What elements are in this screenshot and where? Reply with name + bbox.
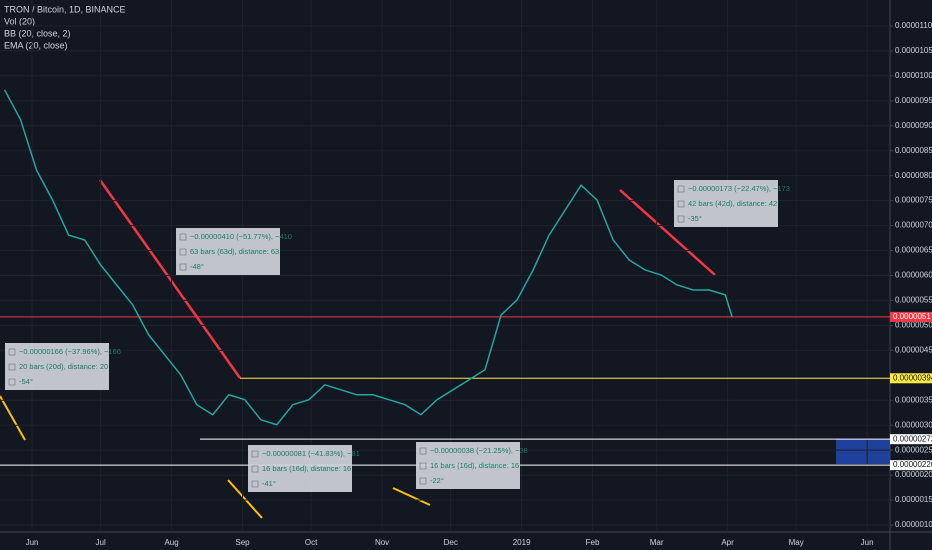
measure-icon xyxy=(179,233,187,241)
measure-text: -48° xyxy=(190,262,204,271)
measure-icon xyxy=(677,215,685,223)
level-label: 0.00000394 xyxy=(893,373,932,382)
y-tick-label: 0.00001100 xyxy=(895,21,932,30)
trend-line xyxy=(98,179,242,379)
measure-text: −0.00000038 (−21.25%), −38 xyxy=(430,446,528,455)
level-label: 0.00000220 xyxy=(893,460,932,469)
measure-icon xyxy=(8,363,16,371)
measure-text: -35° xyxy=(688,214,702,223)
level-tag xyxy=(890,311,932,322)
x-tick-label: May xyxy=(789,538,804,547)
measure-text: −0.00000166 (−37.96%), −166 xyxy=(19,347,121,356)
measure-box xyxy=(5,343,109,390)
measure-icon xyxy=(419,477,427,485)
price-line xyxy=(3,89,733,426)
level-tag xyxy=(890,434,932,445)
measure-text: 16 bars (16d), distance: 16 xyxy=(430,461,519,470)
measure-box xyxy=(176,228,280,275)
measure-icon xyxy=(419,447,427,455)
measure-text: 16 bars (16d), distance: 16 xyxy=(262,464,351,473)
measure-box xyxy=(674,180,778,227)
indicator: BB (20, close, 2) xyxy=(4,28,71,38)
measure-box xyxy=(248,445,352,492)
x-tick-label: Jun xyxy=(861,538,874,547)
measure-line xyxy=(227,479,263,519)
measure-text: −0.00000173 (−22.47%), −173 xyxy=(688,184,790,193)
measure-icon xyxy=(677,185,685,193)
chart-title: TRON / Bitcoin, 1D, BINANCE xyxy=(4,4,126,14)
measure-text: −0.00000081 (−41.83%), −81 xyxy=(262,449,360,458)
measure-icon xyxy=(179,248,187,256)
measure-text: -54° xyxy=(19,377,33,386)
x-tick-label: Feb xyxy=(586,538,600,547)
level-tag xyxy=(890,373,932,384)
x-tick-label: Nov xyxy=(375,538,389,547)
indicator: EMA (20, close) xyxy=(4,40,68,50)
indicator: Vol (20) xyxy=(4,16,35,26)
level-label: 0.00000517 xyxy=(893,312,932,321)
measure-icon xyxy=(8,378,16,386)
x-tick-label: Jun xyxy=(26,538,39,547)
measure-text: 42 bars (42d), distance: 42 xyxy=(688,199,777,208)
measure-line xyxy=(0,395,26,441)
x-tick-label: Sep xyxy=(235,538,250,547)
measure-icon xyxy=(251,465,259,473)
measure-icon xyxy=(419,462,427,470)
measure-text: 20 bars (20d), distance: 20 xyxy=(19,362,108,371)
measure-icon xyxy=(251,450,259,458)
range-box xyxy=(836,439,890,464)
x-tick-label: Mar xyxy=(650,538,664,547)
x-tick-label: 2019 xyxy=(513,538,531,547)
measure-icon xyxy=(8,348,16,356)
x-tick-label: Jul xyxy=(96,538,106,547)
measure-text: 63 bars (63d), distance: 63 xyxy=(190,247,279,256)
measure-line xyxy=(392,487,431,506)
x-tick-label: Oct xyxy=(305,538,318,547)
measure-text: -41° xyxy=(262,479,276,488)
level-label: 0.00000272 xyxy=(893,434,932,443)
x-tick-label: Aug xyxy=(164,538,178,547)
measure-icon xyxy=(677,200,685,208)
x-tick-label: Apr xyxy=(721,538,734,547)
measure-text: −0.00000410 (−51.77%), −410 xyxy=(190,232,292,241)
measure-icon xyxy=(251,480,259,488)
trend-line xyxy=(619,189,716,276)
level-tag xyxy=(890,460,932,471)
x-tick-label: Dec xyxy=(444,538,458,547)
measure-text: -22° xyxy=(430,476,444,485)
measure-icon xyxy=(179,263,187,271)
measure-box xyxy=(416,442,520,489)
